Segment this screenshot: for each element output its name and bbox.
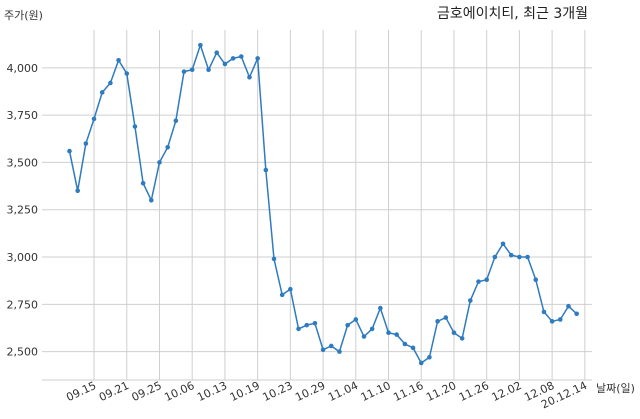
chart-title: 금호에이치티, 최근 3개월	[437, 6, 588, 22]
price-point	[427, 355, 432, 360]
price-point	[271, 256, 277, 262]
price-point	[468, 298, 473, 303]
price-point	[312, 320, 318, 326]
price-point	[247, 75, 252, 80]
x-tick-label: 10.13	[195, 379, 229, 404]
price-point	[500, 241, 506, 247]
y-tick-label: 3,000	[7, 251, 39, 264]
price-point	[91, 116, 97, 122]
price-point	[173, 118, 179, 124]
y-tick-label: 3,500	[7, 156, 39, 169]
price-point	[222, 61, 228, 67]
price-point	[83, 141, 89, 146]
x-tick-label: 09.25	[130, 379, 164, 404]
price-point	[296, 326, 301, 332]
price-point	[263, 167, 269, 173]
price-point	[484, 277, 489, 283]
price-point	[149, 197, 154, 203]
price-point	[394, 332, 400, 337]
price-point	[279, 292, 285, 298]
price-point	[189, 67, 195, 73]
y-tick-label: 2,750	[7, 298, 39, 311]
price-point	[541, 309, 547, 315]
x-tick-label: 11.20	[424, 379, 458, 404]
price-point	[361, 334, 367, 339]
price-point	[116, 57, 121, 63]
price-point	[353, 317, 359, 322]
series-points-layer	[67, 42, 579, 366]
price-point	[157, 160, 162, 165]
price-point	[345, 322, 350, 328]
x-tick-labels: 09.1509.2109.2510.0610.1310.1910.2310.29…	[64, 379, 589, 411]
x-tick-label: 09.15	[64, 379, 98, 404]
price-point	[533, 277, 539, 283]
price-point	[99, 90, 105, 95]
price-point	[67, 148, 72, 154]
price-point	[165, 145, 170, 150]
price-point	[320, 347, 326, 353]
price-point	[517, 254, 522, 260]
x-tick-label: 09.21	[97, 379, 131, 404]
price-point	[140, 180, 146, 186]
price-point	[492, 254, 498, 260]
x-tick-label: 11.04	[326, 379, 360, 404]
price-point	[369, 326, 375, 332]
price-point	[386, 330, 391, 336]
y-axis-label: 주가(원)	[4, 9, 43, 22]
price-point	[288, 286, 293, 292]
price-point	[214, 50, 220, 55]
price-point	[566, 303, 571, 309]
price-point	[402, 341, 408, 347]
price-point	[459, 336, 465, 341]
x-tick-label: 10.19	[228, 379, 262, 404]
price-point	[198, 42, 203, 48]
price-point	[230, 56, 236, 61]
price-point	[304, 322, 310, 328]
price-point	[124, 71, 130, 76]
y-tick-label: 3,250	[7, 204, 39, 217]
price-point	[75, 188, 80, 194]
price-point	[337, 349, 342, 354]
price-point	[451, 330, 457, 336]
x-tick-label: 11.26	[457, 379, 491, 404]
price-point	[378, 305, 383, 311]
x-tick-label: 10.06	[162, 379, 196, 404]
price-point	[549, 319, 555, 324]
price-point	[508, 252, 514, 258]
price-point	[476, 279, 481, 284]
price-point	[574, 311, 579, 317]
y-tick-label: 4,000	[7, 62, 39, 75]
y-tick-label: 3,750	[7, 109, 39, 122]
price-point	[328, 343, 334, 349]
x-tick-label: 10.23	[261, 379, 295, 404]
price-point	[238, 54, 244, 59]
price-point	[418, 360, 424, 366]
price-point	[410, 345, 416, 351]
price-point	[525, 254, 530, 260]
price-point	[108, 80, 113, 86]
y-tick-labels: 2,500 2,750 3,000 3,250 3,500 3,750 4,000	[7, 62, 39, 359]
price-point	[181, 69, 187, 74]
price-point	[558, 317, 563, 322]
x-tick-label: 11.16	[391, 379, 425, 404]
price-point	[443, 315, 449, 320]
price-point	[435, 319, 440, 324]
price-point	[255, 56, 260, 61]
x-tick-label: 11.10	[359, 379, 393, 404]
price-point	[132, 124, 138, 129]
x-tick-label: 12.02	[490, 379, 524, 404]
x-axis-label: 날짜(일)	[596, 381, 635, 395]
y-tick-label: 2,500	[7, 346, 39, 359]
x-tick-label: 10.29	[293, 379, 327, 404]
price-point	[206, 67, 211, 73]
